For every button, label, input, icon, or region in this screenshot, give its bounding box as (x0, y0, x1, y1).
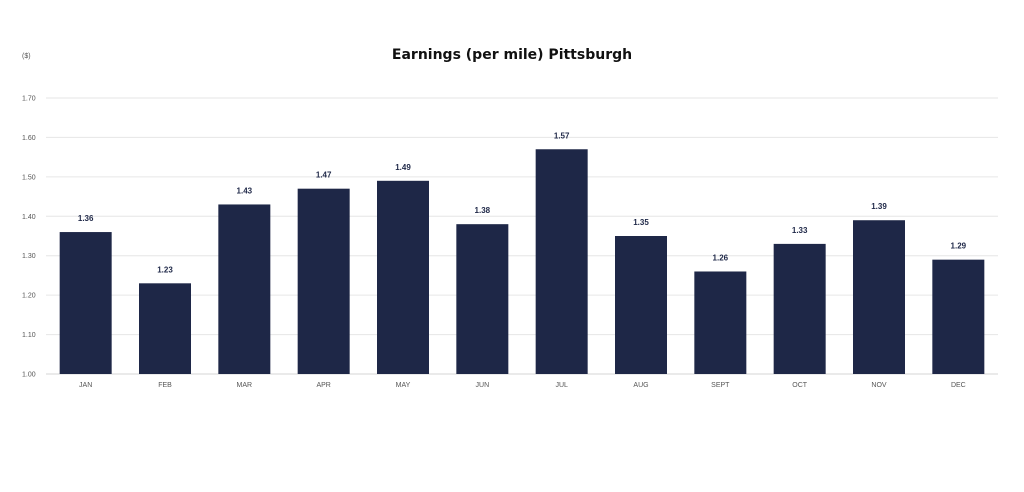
x-tick-label: MAR (237, 382, 253, 389)
bar (773, 243, 826, 374)
bar (535, 149, 588, 374)
data-label: 1.29 (951, 242, 967, 251)
y-tick-label: 1.70 (22, 96, 36, 103)
bar (932, 259, 985, 374)
bar (139, 283, 191, 374)
x-tick-label: OCT (792, 382, 808, 389)
bar (59, 232, 112, 374)
x-tick-label: SEPT (711, 382, 730, 389)
bar (297, 188, 350, 374)
data-labels: 1.36 1.23 1.43 1.47 1.49 1.38 1.57 1.35 1.26 1.33… (78, 131, 967, 274)
y-axis-unit: ($) (22, 53, 31, 60)
x-tick-label: APR (316, 382, 330, 389)
y-axis-ticks: 1.00 1.10 1.20 1.30 1.40 1.50 1.60 1.70 (22, 96, 36, 379)
bars (59, 149, 985, 374)
gridlines (46, 97, 998, 375)
x-tick-label: AUG (633, 382, 648, 389)
data-label: 1.43 (237, 186, 253, 195)
y-tick-label: 1.60 (22, 135, 36, 142)
x-tick-label: FEB (158, 382, 172, 389)
data-label: 1.35 (633, 218, 649, 227)
data-label: 1.33 (792, 226, 808, 235)
bar (853, 220, 905, 374)
data-label: 1.23 (157, 265, 173, 274)
data-label: 1.38 (475, 206, 491, 215)
data-label: 1.57 (554, 131, 570, 140)
data-label: 1.39 (871, 202, 887, 211)
x-tick-label: JUN (476, 382, 490, 389)
data-label: 1.26 (713, 253, 729, 262)
bar (694, 271, 747, 374)
y-tick-label: 1.30 (22, 253, 36, 260)
y-tick-label: 1.40 (22, 214, 36, 221)
x-tick-label: JUL (555, 382, 568, 389)
bar (456, 224, 509, 374)
y-tick-label: 1.00 (22, 372, 36, 379)
x-tick-label: MAY (396, 382, 411, 389)
x-tick-label: NOV (871, 382, 887, 389)
data-label: 1.47 (316, 171, 332, 180)
bar (615, 236, 667, 374)
data-label: 1.49 (395, 163, 411, 172)
x-tick-label: DEC (951, 382, 966, 389)
chart-title: Earnings (per mile) Pittsburgh (392, 47, 632, 63)
y-tick-label: 1.50 (22, 174, 36, 181)
bar (377, 180, 429, 374)
x-tick-label: JAN (79, 382, 92, 389)
x-axis-ticks: JAN FEB MAR APR MAY JUN JUL AUG SEPT OCT NOV DEC (79, 382, 966, 389)
data-label: 1.36 (78, 214, 94, 223)
bar (218, 204, 271, 374)
y-tick-label: 1.10 (22, 332, 36, 339)
y-tick-label: 1.20 (22, 293, 36, 300)
